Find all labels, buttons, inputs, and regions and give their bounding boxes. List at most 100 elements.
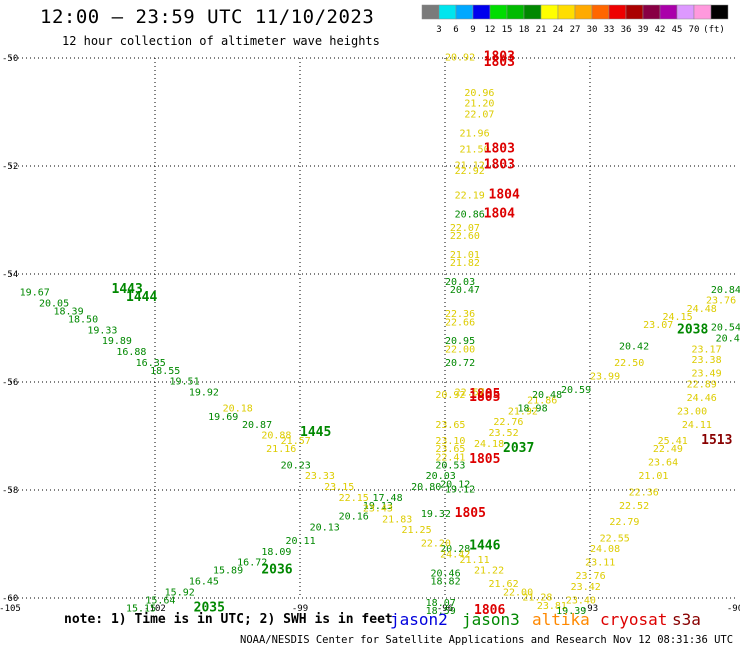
- colorbar-swatch: [642, 4, 661, 20]
- colorbar-label: 21: [536, 25, 547, 35]
- wave-height-label: 22.76: [493, 417, 523, 428]
- wave-height-label: 22.19: [455, 190, 485, 201]
- wave-height-label: 23.00: [677, 406, 707, 417]
- wave-height-label: 20.46: [431, 568, 461, 579]
- wave-height-label: 20.88: [261, 431, 291, 442]
- wave-height-label: 18.82: [431, 577, 461, 588]
- colorbar-label: 18: [519, 25, 530, 35]
- wave-height-label: 22.79: [609, 517, 639, 528]
- wave-height-label: 19.69: [208, 412, 238, 423]
- wave-height-label: 22.36: [445, 309, 475, 320]
- wave-height-label: 20.18: [223, 404, 253, 415]
- wave-height-label: 23.07: [643, 320, 673, 331]
- wave-height-label: 17.48: [373, 493, 403, 504]
- wave-height-label: 15.64: [145, 595, 175, 606]
- wave-height-label: 19.32: [421, 509, 451, 520]
- pass-time-label: 1806: [474, 603, 505, 618]
- wave-height-label: 20.86: [455, 209, 485, 220]
- wave-height-label: 20.05: [39, 298, 69, 309]
- page-subtitle: 12 hour collection of altimeter wave hei…: [62, 34, 380, 48]
- wave-height-label: 19.39: [556, 606, 586, 617]
- wave-height-label: 20.28: [440, 544, 470, 555]
- colorbar-label: 27: [570, 25, 581, 35]
- wave-height-label: 16.72: [237, 558, 267, 569]
- page-title: 12:00 – 23:59 UTC 11/10/2023: [40, 6, 375, 28]
- wave-height-label: 15.92: [165, 587, 195, 598]
- chart-grid: [10, 57, 735, 599]
- wave-height-label: 21.83: [382, 514, 412, 525]
- colorbar-swatch: [625, 4, 644, 20]
- colorbar-label: 45: [672, 25, 683, 35]
- wave-height-label: 24.11: [682, 420, 712, 431]
- pass-time-label: 1444: [126, 290, 157, 305]
- wave-height-label: 19.51: [170, 377, 200, 388]
- wave-height-label: 22.49: [653, 444, 683, 455]
- x-tick-label: -102: [144, 604, 166, 614]
- wave-height-label: 16.35: [136, 358, 166, 369]
- wave-height-label: 23.11: [585, 558, 615, 569]
- wave-height-label: 21.16: [266, 444, 296, 455]
- wave-height-label: 24.15: [663, 312, 693, 323]
- colorbar-label: 24: [553, 25, 564, 35]
- wave-height-label: 21.57: [281, 436, 311, 447]
- colorbar-swatch: [574, 4, 593, 20]
- x-tick-label: -93: [582, 604, 598, 614]
- pass-time-label: 2036: [261, 563, 292, 578]
- wave-height-label: 22.00: [445, 344, 475, 355]
- wave-height-label: 21.01: [638, 471, 668, 482]
- wave-height-label: 23.99: [590, 371, 620, 382]
- wave-height-label: 22.89: [687, 379, 717, 390]
- pass-time-label: 1805: [469, 387, 500, 402]
- wave-height-label: 23.81: [537, 601, 567, 612]
- chart-axes: -105 -102 -99 -96 -93 -90 -50 -52 -54 -56 -58 -60: [0, 54, 740, 614]
- wave-height-label: 20.13: [310, 523, 340, 534]
- wave-height-label: 16.45: [189, 577, 219, 588]
- wave-height-label: 23.15: [324, 482, 354, 493]
- wave-height-label: 20.80: [411, 482, 441, 493]
- colorbar-swatch: [472, 4, 491, 20]
- wave-height-label: 25.41: [658, 436, 688, 447]
- wave-height-label: 24.18: [474, 439, 504, 450]
- colorbar-label: 15: [502, 25, 513, 35]
- wave-height-label: 20.96: [464, 88, 494, 99]
- colorbar-swatch: [506, 4, 525, 20]
- wave-height-label: 23.17: [692, 344, 722, 355]
- pass-time-label: 1803: [484, 50, 515, 65]
- legend-item-altika: altika: [532, 610, 590, 629]
- wave-height-label: 18.55: [150, 366, 180, 377]
- colorbar-swatch: [540, 4, 559, 20]
- wave-height-label: 23.65: [435, 420, 465, 431]
- colorbar-label: 3: [436, 25, 441, 35]
- wave-height-label: 22.66: [445, 317, 475, 328]
- colorbar-swatch: [710, 4, 729, 20]
- wave-height-label: 24.08: [590, 544, 620, 555]
- wave-height-label: 23.52: [489, 428, 519, 439]
- wave-height-label: 21.82: [450, 258, 480, 269]
- wave-height-label: 22.15: [339, 493, 369, 504]
- wave-height-label: 22.92: [455, 166, 485, 177]
- pass-time-label: 2037: [503, 441, 534, 456]
- wave-height-label: 20.54: [711, 323, 740, 334]
- wave-height-label: 21.01: [450, 250, 480, 261]
- wave-height-label: 20.03: [426, 471, 456, 482]
- wave-height-label: 19.67: [20, 288, 50, 299]
- y-tick-label: -52: [2, 162, 18, 172]
- pass-time-label: 1443: [112, 282, 143, 297]
- colorbar-swatch: [659, 4, 678, 20]
- wave-height-label: 20.59: [561, 385, 591, 396]
- colorbar-label: 39: [638, 25, 649, 35]
- colorbar-swatch: [676, 4, 695, 20]
- wave-height-label: 16.88: [116, 347, 146, 358]
- wave-height-label: 23.10: [435, 436, 465, 447]
- pass-time-label: 1805: [469, 390, 500, 405]
- y-tick-label: -58: [2, 486, 18, 496]
- colorbar-label: 33: [604, 25, 615, 35]
- wave-height-label: 20.84: [711, 285, 740, 296]
- wave-height-label: 23.40: [566, 595, 596, 606]
- wave-height-label: 20.03: [445, 277, 475, 288]
- legend-item-cryosat: cryosat: [600, 610, 668, 629]
- wave-height-label: 23.43: [363, 504, 393, 515]
- wave-height-label: 23.76: [576, 571, 606, 582]
- wave-height-label: 20.95: [445, 336, 475, 347]
